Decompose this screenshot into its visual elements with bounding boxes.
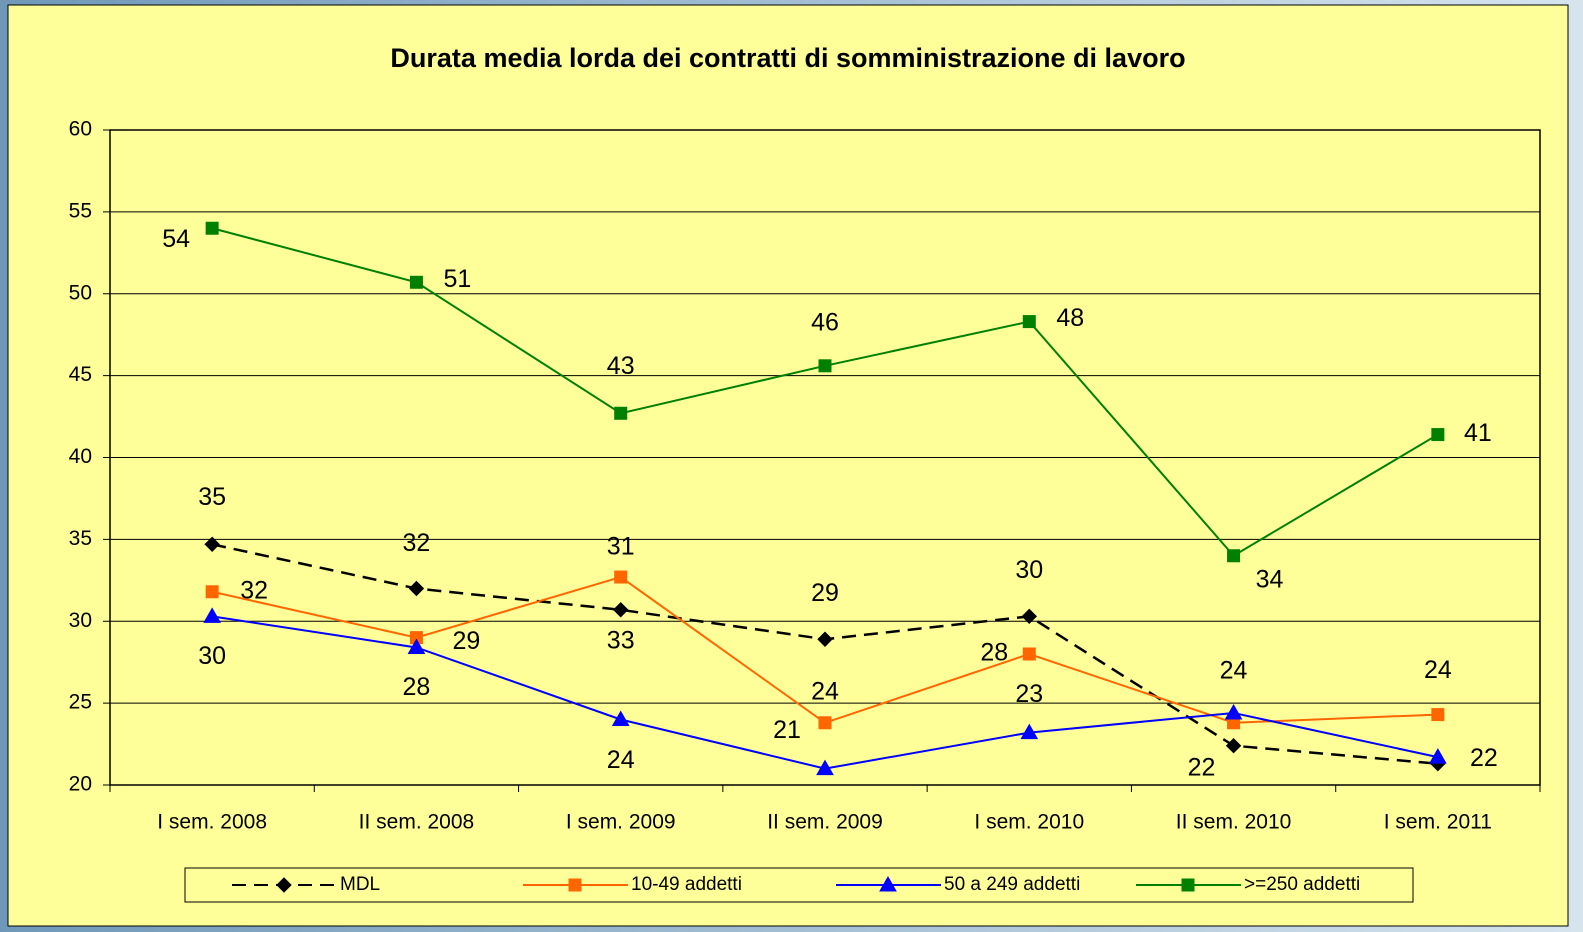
data-point [203,607,222,623]
data-point [611,710,630,726]
data-label: 30 [198,642,226,670]
y-tick-label: 30 [69,609,92,632]
y-tick-label: 20 [69,773,92,796]
y-tick-label: 55 [69,199,92,222]
data-point [1224,703,1243,720]
data-label: 46 [811,308,839,336]
data-label: 33 [607,627,635,655]
data-label: 28 [980,639,1008,667]
data-point [1225,737,1242,754]
data-label: 31 [607,532,635,560]
legend-label: MDL [340,874,380,895]
x-tick-label: I sem. 2011 [1384,811,1492,834]
legend-marker [276,877,292,893]
data-label: 23 [1015,680,1043,708]
data-point [818,359,832,373]
x-tick-label: I sem. 2010 [974,811,1084,834]
data-label: 22 [1470,744,1498,772]
data-point [1022,315,1036,329]
data-point [614,406,628,420]
y-tick-label: 45 [69,363,92,386]
data-label: 41 [1464,419,1492,447]
data-point [1021,608,1037,625]
data-label: 29 [811,579,839,607]
data-point [817,631,833,647]
data-label: 32 [240,576,268,604]
legend-label: >=250 addetti [1244,874,1360,895]
data-label: 28 [403,673,431,701]
data-label: 24 [607,746,635,774]
data-point [1022,647,1036,661]
y-tick-label: 40 [69,445,92,468]
data-label: 48 [1056,304,1084,332]
legend-marker [1181,878,1195,892]
x-tick-label: II sem. 2010 [1176,811,1292,834]
data-point [614,570,628,584]
data-point [407,638,426,654]
data-point [1428,748,1447,764]
legend-label: 50 a 249 addetti [944,874,1080,895]
data-point [1227,549,1241,563]
data-label: 34 [1256,565,1284,593]
y-tick-label: 50 [69,281,92,304]
y-tick-label: 35 [69,527,92,550]
data-point [205,221,219,235]
data-label: 24 [1424,656,1452,684]
data-point [408,580,425,597]
data-label: 30 [1015,556,1043,584]
data-point [409,275,423,289]
data-point [816,759,834,776]
legend-marker [879,875,897,892]
data-label: 22 [1188,753,1216,781]
data-label: 54 [162,225,190,253]
data-label: 51 [444,265,472,293]
data-point [1431,708,1445,722]
data-label: 24 [1220,657,1248,685]
data-point [1431,428,1445,442]
x-tick-label: I sem. 2008 [157,811,267,834]
data-point [818,716,832,730]
x-tick-label: I sem. 2009 [566,811,676,834]
data-label: 32 [403,529,431,557]
data-label: 43 [607,352,635,380]
y-tick-label: 25 [69,691,92,714]
data-point [613,602,629,618]
y-tick-label: 60 [69,118,92,141]
data-label: 21 [773,716,801,744]
data-point [204,536,220,552]
x-tick-label: II sem. 2009 [767,811,883,834]
x-tick-label: II sem. 2008 [359,811,475,834]
data-label: 35 [198,483,226,511]
data-point [205,585,219,599]
legend-marker [568,878,582,892]
data-point [1020,723,1039,740]
data-label: 24 [811,677,839,705]
legend-label: 10-49 addetti [631,874,742,895]
chart-title: Durata media lorda dei contratti di somm… [390,43,1185,73]
data-label: 29 [453,627,481,655]
